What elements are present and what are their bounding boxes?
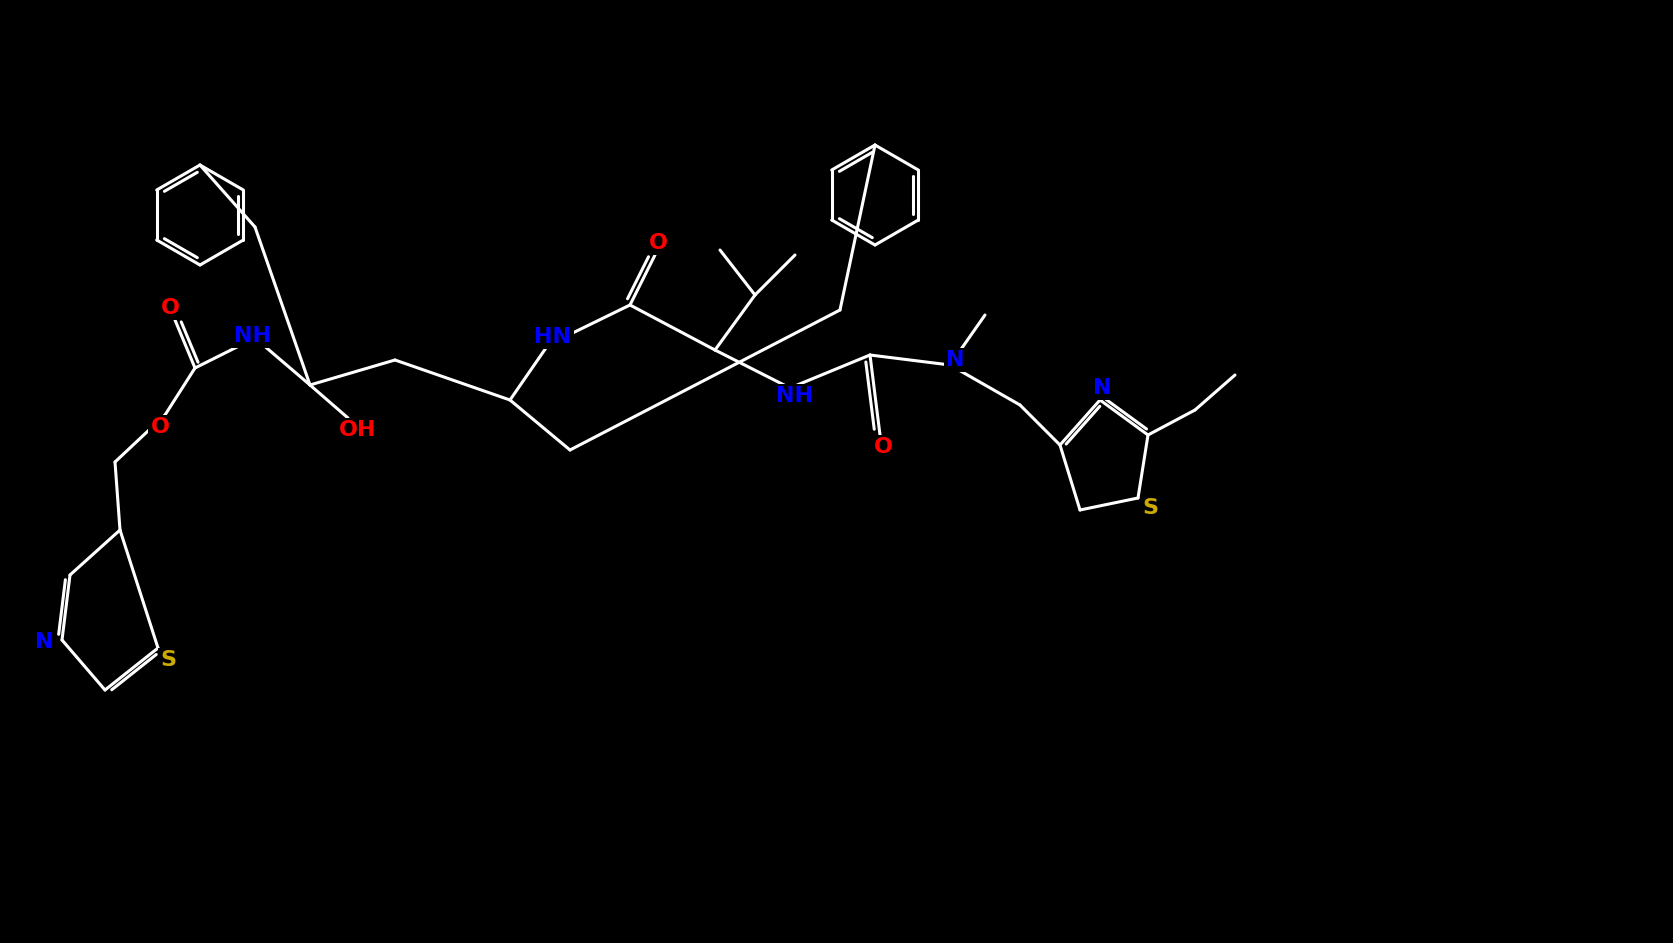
Text: O: O [649,233,668,253]
Text: O: O [151,417,169,437]
Text: N: N [1092,378,1111,398]
Text: O: O [873,437,892,457]
Text: OH: OH [340,420,376,440]
Text: N: N [35,632,54,652]
Text: N: N [945,350,964,370]
Text: O: O [161,298,179,318]
Text: HN: HN [534,327,572,347]
Text: NH: NH [234,326,271,346]
Text: NH: NH [776,386,813,406]
Text: S: S [161,650,176,670]
Text: S: S [1143,498,1158,518]
